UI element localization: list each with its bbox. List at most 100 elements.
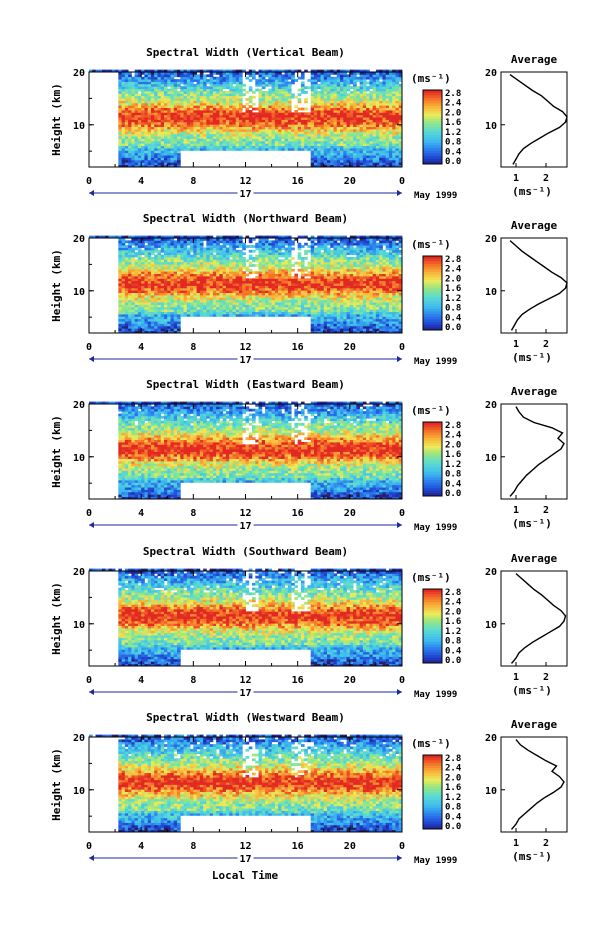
heatmap-cell (366, 102, 370, 106)
heatmap-cell (144, 276, 149, 279)
heatmap-cell (128, 247, 132, 251)
heatmap-cell (281, 76, 286, 80)
heatmap-cell (141, 321, 145, 324)
heatmap-cell (372, 98, 377, 101)
heatmap-cell (317, 124, 321, 128)
heatmap-cell (291, 136, 295, 139)
heatmap-cell (147, 268, 152, 272)
heatmap-cell (173, 309, 178, 313)
heatmap-cell (147, 309, 152, 313)
heatmap-cell (157, 311, 162, 315)
heatmap-cell (235, 98, 240, 101)
heatmap-cell (137, 129, 142, 132)
heatmap-cell (274, 238, 279, 241)
heatmap-cell (144, 318, 149, 322)
heatmap-cell (193, 145, 197, 149)
heatmap-cell (349, 152, 354, 156)
heatmap-cell (395, 150, 400, 154)
heatmap-cell (268, 295, 272, 298)
heatmap-cell (265, 254, 269, 258)
heatmap-cell (245, 290, 250, 294)
heatmap-cell (167, 295, 171, 298)
heatmap-cell (232, 102, 237, 106)
heatmap-cell (150, 83, 155, 87)
heatmap-cell (278, 278, 282, 282)
heatmap-cell (255, 287, 259, 291)
heatmap-cell (255, 280, 259, 284)
heatmap-cell (242, 242, 246, 246)
heatmap-cell (323, 83, 328, 87)
heatmap-cell (388, 100, 393, 104)
heatmap-cell (327, 164, 331, 168)
heatmap-cell (300, 72, 305, 75)
heatmap-cell (141, 143, 145, 147)
heatmap-cell (131, 238, 136, 241)
heatmap-cell (333, 119, 338, 123)
heatmap-cell (173, 318, 178, 322)
heatmap-cell (297, 148, 302, 151)
heatmap-cell (379, 150, 383, 154)
heatmap-cell (382, 110, 387, 113)
heatmap-cell (385, 76, 390, 80)
heatmap-cell (242, 302, 246, 305)
heatmap-cell (261, 285, 266, 289)
heatmap-cell (245, 102, 250, 106)
heatmap-cell (206, 126, 211, 130)
colorbar-unit-label: (ms⁻¹) (411, 72, 451, 85)
heatmap-cell (310, 72, 315, 75)
heatmap-cell (144, 290, 149, 294)
heatmap-cell (258, 290, 263, 294)
heatmap-cell (278, 133, 282, 137)
heatmap-cell (124, 86, 129, 90)
heatmap-cell (141, 93, 145, 97)
heatmap-cell (203, 280, 207, 284)
heatmap-cell (141, 290, 145, 294)
heatmap-cell (137, 74, 142, 78)
heatmap-cell (232, 292, 237, 296)
heatmap-cell (362, 105, 367, 109)
heatmap-cell (141, 88, 145, 92)
heatmap-cell (268, 304, 272, 308)
heatmap-cell (186, 126, 191, 130)
heatmap-cell (287, 114, 292, 118)
heatmap-cell (163, 91, 168, 94)
panel-title: Spectral Width (Vertical Beam) (146, 46, 345, 59)
x-tick-label: 12 (239, 176, 251, 187)
heatmap-cell (183, 290, 188, 294)
heatmap-cell (395, 157, 400, 161)
heatmap-cell (333, 145, 338, 149)
heatmap-cell (274, 81, 279, 85)
heatmap-cell (310, 143, 315, 147)
heatmap-cell (186, 311, 191, 315)
heatmap-cell (121, 143, 126, 147)
heatmap-cell (395, 81, 400, 85)
heatmap-cell (190, 264, 194, 267)
heatmap-cell (225, 311, 230, 315)
heatmap-cell (193, 121, 197, 125)
heatmap-cell (274, 98, 279, 101)
heatmap-cell (216, 129, 220, 132)
heatmap-cell (255, 259, 259, 263)
heatmap-cell (261, 76, 266, 80)
heatmap-cell (265, 69, 269, 73)
heatmap-cell (150, 121, 155, 125)
heatmap-cell (382, 72, 387, 75)
heatmap-cell (235, 252, 240, 256)
heatmap-cell (170, 93, 175, 97)
heatmap-cell (134, 278, 139, 282)
heatmap-cell (157, 162, 162, 166)
heatmap-cell (268, 112, 272, 116)
heatmap-cell (261, 304, 266, 308)
heatmap-cell (395, 102, 400, 106)
heatmap-cell (216, 140, 220, 144)
heatmap-cell (209, 252, 214, 256)
heatmap-cell (190, 138, 194, 142)
heatmap-cell (212, 117, 217, 120)
heatmap-cell (144, 283, 149, 286)
heatmap-cell (154, 86, 158, 90)
heatmap-cell (242, 261, 246, 265)
heatmap-cell (294, 79, 299, 82)
heatmap-cell (180, 121, 184, 125)
heatmap-cell (385, 86, 390, 90)
heatmap-cell (310, 131, 315, 135)
